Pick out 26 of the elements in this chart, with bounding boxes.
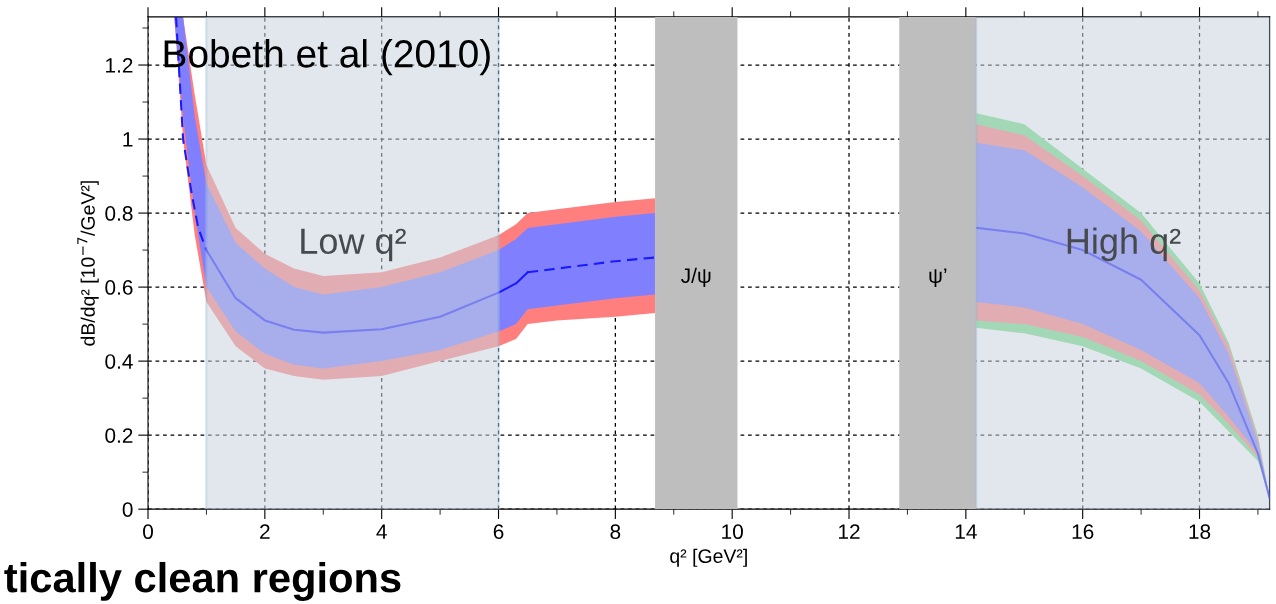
y-axis-title: dB/dq² [10$^{−7}$/GeV²] [77,181,99,346]
text: tically clean regions [4,561,401,601]
x-tick-label: 18 [1189,524,1211,540]
x-tick-label: 14 [955,524,977,539]
x-axis-title: q² [GeV²] [670,548,747,567]
y-tick-label: 0.6 [105,280,133,295]
band-label: ψ’ [929,268,947,288]
band-label: Low q² [301,228,406,262]
band-label: High q² [1067,227,1181,262]
x-tick-label: 12 [839,524,860,539]
y-tick-label: 0 [122,502,133,517]
x-tick-label: 2 [260,524,270,539]
x-tick-label: 0 [143,524,153,540]
band-label: J/ψ [681,267,711,288]
x-tick-label: 6 [493,524,504,540]
y-tick-label: 0.4 [105,354,133,369]
y-tick-label: 1.2 [106,58,133,73]
line-series [975,226,1270,500]
x-tick-label: 8 [610,524,621,540]
annotation: Bobeth et al (2010) [164,39,490,76]
y-tick-label: 0.8 [105,206,133,221]
y-tick-label: 0.2 [105,428,133,443]
y-tick-label: 1 [123,132,133,147]
x-tick-label: 16 [1072,524,1094,540]
x-tick-label: 4 [376,524,387,539]
x-tick-label: 10 [722,524,743,540]
